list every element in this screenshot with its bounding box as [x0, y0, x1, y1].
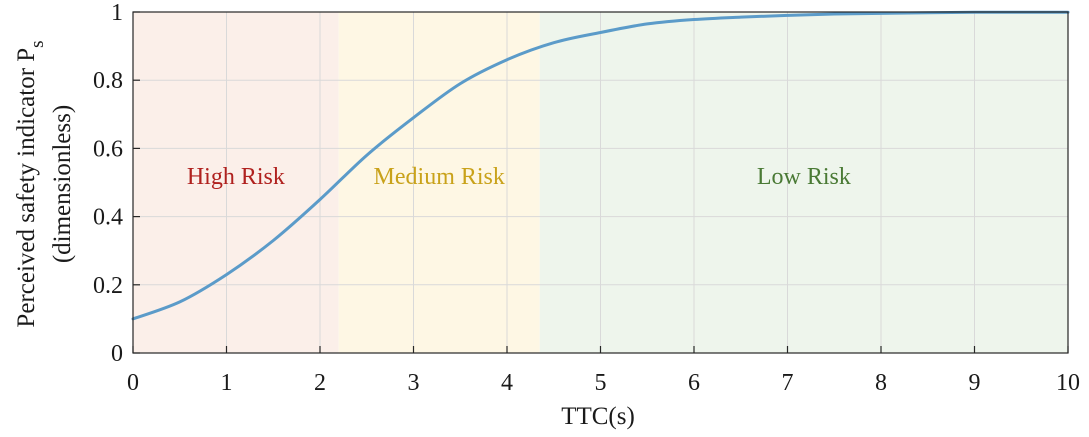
grid-lines [133, 12, 1068, 353]
risk-regions [133, 12, 1068, 353]
region-labels: High Risk Medium Risk Low Risk [187, 164, 851, 190]
region-medium-risk [338, 12, 540, 353]
series-line [131, 10, 1070, 321]
y-axis-title-subscript: s [27, 40, 48, 47]
x-tick-label: 6 [688, 370, 700, 396]
x-tick-label: 4 [501, 370, 513, 396]
x-tick-label: 8 [875, 370, 887, 396]
series-group [131, 10, 1070, 321]
x-tick-label: 10 [1056, 370, 1080, 396]
x-tick-label: 2 [314, 370, 326, 396]
x-tick-label: 3 [408, 370, 420, 396]
y-tick-label: 1 [111, 0, 123, 26]
region-label-high-risk: High Risk [187, 164, 285, 190]
region-label-medium-risk: Medium Risk [374, 164, 505, 190]
y-tick-label: 0.8 [93, 68, 123, 94]
y-axis-title-main: Perceived safety indicator P [13, 48, 40, 328]
y-tick-label: 0 [111, 341, 123, 367]
region-high-risk [133, 12, 339, 353]
x-tick-label: 5 [595, 370, 607, 396]
region-label-low-risk: Low Risk [757, 164, 851, 190]
x-tick-label: 0 [127, 370, 139, 396]
y-axis-title-unit: (dimensionless) [49, 105, 76, 263]
y-tick-label: 0.2 [93, 273, 123, 299]
x-tick-label: 9 [969, 370, 981, 396]
x-tick-label: 7 [782, 370, 794, 396]
region-low-risk [539, 12, 1068, 353]
x-tick-label: 1 [221, 370, 233, 396]
y-tick-label: 0.4 [93, 205, 123, 231]
y-tick-label: 0.6 [93, 136, 123, 162]
y-axis-ticks: 0 0.2 0.4 0.6 0.8 1 [93, 0, 140, 367]
y-axis-title: Perceived safety indicator Ps [13, 40, 48, 327]
x-axis-title: TTC(s) [561, 403, 635, 430]
x-axis-ticks: 0 1 2 3 4 5 6 7 8 9 10 [127, 346, 1080, 396]
